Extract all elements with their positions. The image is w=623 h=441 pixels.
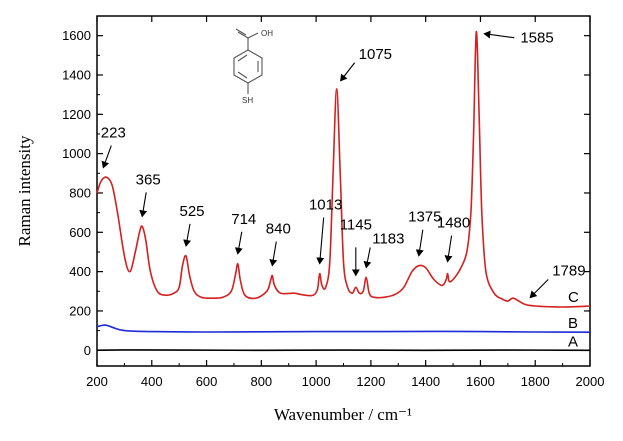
peak-label: 1585 [520, 30, 553, 47]
y-axis-title: Raman intensity [15, 135, 34, 246]
y-tick-label: 1600 [62, 28, 91, 43]
peak-arrow [363, 247, 372, 269]
y-tick-label: 1000 [62, 146, 91, 161]
peak-arrow [234, 231, 243, 255]
peak-arrow [483, 30, 515, 39]
curve-label-A: A [568, 333, 578, 350]
y-axis: 0 200 400 600 800 1000 1200 1400 1600 [62, 28, 590, 358]
x-tick-label: 400 [141, 374, 163, 389]
peak-arrow [101, 145, 112, 169]
peak-label: 1375 [408, 209, 441, 226]
ring-double-bond [237, 54, 248, 62]
y-tick-label: 1200 [62, 107, 91, 122]
curve-labels: ABC [568, 289, 579, 350]
y-tick-label: 800 [69, 185, 91, 200]
hydroxyl-bond [247, 32, 259, 39]
peak-label: 840 [266, 221, 291, 238]
peak-label: 1183 [372, 231, 404, 248]
molecule-sh-label: SH [242, 96, 253, 105]
ring-double-bond [237, 71, 248, 79]
y-tick-label: 200 [69, 303, 91, 318]
x-tick-label: 1400 [411, 374, 440, 389]
y-tick-label: 0 [84, 343, 91, 358]
x-tick-label: 2000 [576, 374, 605, 389]
carbonyl-bond [237, 31, 249, 39]
x-axis-title: Wavenumber / cm⁻¹ [274, 405, 412, 424]
peak-arrow [183, 223, 192, 247]
carbonyl-bond [235, 28, 247, 36]
curve-label-B: B [568, 315, 578, 332]
y-tick-label: 400 [69, 264, 91, 279]
x-tick-label: 1600 [466, 374, 495, 389]
curve-label-C: C [568, 289, 579, 306]
peak-arrow [269, 241, 278, 267]
peak-arrow [316, 217, 325, 265]
x-tick-label: 1200 [356, 374, 385, 389]
peak-label: 1145 [340, 216, 372, 233]
peak-arrow [139, 192, 148, 218]
plot-frame [96, 15, 591, 367]
series-B-line [96, 324, 591, 333]
series-C-line [96, 30, 591, 308]
peak-label: 1480 [437, 215, 470, 232]
peak-label: 223 [101, 125, 126, 142]
peak-arrow [529, 279, 549, 299]
x-tick-label: 1800 [521, 374, 550, 389]
x-tick-label: 1000 [302, 374, 331, 389]
x-axis: 200 400 600 800 1000 1200 1400 1600 1800 2000 [86, 16, 604, 389]
x-tick-label: 800 [250, 374, 272, 389]
x-tick-label: 600 [196, 374, 218, 389]
peak-label: 525 [179, 203, 204, 220]
peak-label: 1789 [552, 262, 585, 279]
x-tick-label: 200 [86, 374, 108, 389]
spectra [96, 30, 591, 352]
peak-arrow [444, 235, 453, 263]
peak-label: 714 [231, 211, 256, 228]
y-tick-label: 1400 [62, 67, 91, 82]
peak-arrow [415, 229, 424, 257]
y-tick-label: 600 [69, 225, 91, 240]
peak-label: 1075 [359, 46, 392, 63]
molecule-oh-label: OH [261, 29, 273, 38]
peak-label: 365 [136, 171, 161, 188]
peak-arrow [340, 62, 356, 82]
peak-label: 1013 [309, 197, 342, 214]
molecule-structure [233, 28, 263, 94]
